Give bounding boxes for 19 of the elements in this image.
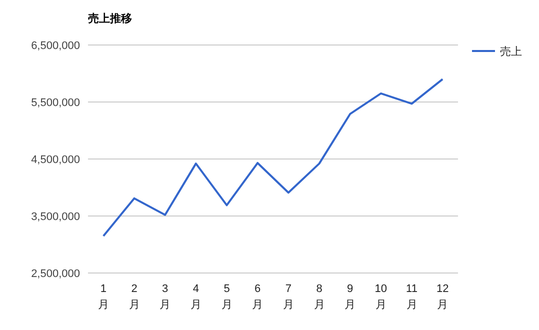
x-tick-label: 1月 [98, 283, 109, 311]
x-tick-label: 11月 [406, 283, 418, 311]
x-tick-label: 5月 [221, 283, 232, 311]
x-tick-label: 7月 [282, 283, 294, 311]
x-tick-label: 3月 [160, 283, 171, 311]
x-tick-label: 2月 [128, 283, 140, 311]
y-tick-label: 4,500,000 [31, 154, 80, 166]
x-tick-label: 12月 [436, 283, 449, 311]
x-tick-label: 4月 [190, 283, 202, 311]
y-tick-label: 2,500,000 [31, 268, 80, 280]
y-tick-label: 5,500,000 [31, 97, 80, 109]
chart-title: 売上推移 [88, 12, 132, 25]
x-tick-label: 8月 [314, 283, 325, 311]
x-tick-label: 6月 [252, 283, 264, 311]
x-tick-label: 9月 [344, 283, 356, 311]
y-tick-label: 6,500,000 [31, 40, 80, 52]
y-tick-label: 3,500,000 [31, 211, 80, 223]
legend-label: 売上 [500, 45, 522, 58]
x-tick-label: 10月 [374, 283, 388, 311]
